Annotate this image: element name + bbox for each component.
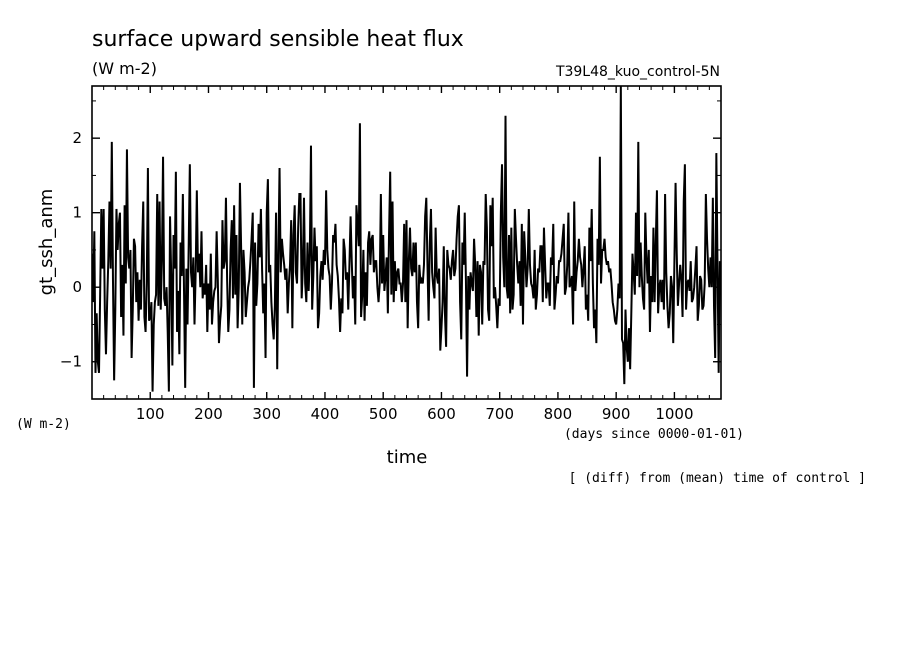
y-tick-label: 0 — [72, 278, 82, 296]
x-tick-label: 100 — [136, 405, 165, 423]
x-tick-label: 200 — [194, 405, 223, 423]
y-units-bottom: (W m-2) — [16, 417, 71, 432]
x-axis-units: (days since 0000-01-01) — [564, 427, 744, 442]
y-tick-label: −1 — [60, 353, 82, 371]
plot-area: 100 200 300 400 500 600 700 800 900 1000 −1 0 1 2 — [60, 85, 722, 423]
x-tick-label: 500 — [369, 405, 398, 423]
x-tick-label: 900 — [602, 405, 631, 423]
x-axis-ticks: 100 200 300 400 500 600 700 800 900 1000 — [103, 86, 710, 423]
series-layer — [92, 86, 721, 392]
x-tick-label: 400 — [311, 405, 340, 423]
footnote: [ (diff) from (mean) time of control ] — [569, 471, 866, 486]
y-tick-label: 1 — [72, 204, 82, 222]
x-tick-label: 700 — [485, 405, 514, 423]
y-tick-label: 2 — [72, 129, 82, 147]
x-tick-label: 1000 — [655, 405, 693, 423]
series-line-0 — [92, 86, 721, 392]
chart-units: (W m-2) — [92, 59, 157, 78]
y-axis-label: gt_ssh_anm — [36, 189, 57, 296]
x-tick-label: 300 — [252, 405, 281, 423]
chart-title: surface upward sensible heat flux — [92, 27, 464, 52]
x-axis-label: time — [387, 447, 428, 468]
experiment-label: T39L48_kuo_control-5N — [555, 64, 720, 80]
x-tick-label: 600 — [427, 405, 456, 423]
x-tick-label: 800 — [544, 405, 573, 423]
y-axis-ticks: −1 0 1 2 — [60, 100, 721, 400]
